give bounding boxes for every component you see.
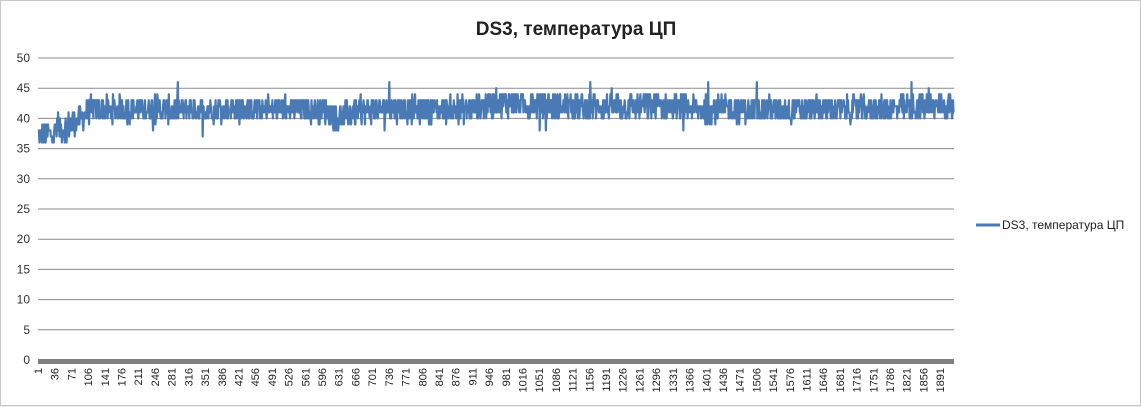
x-tick-label: 1716 (852, 368, 864, 392)
x-tick-label: 1191 (601, 368, 613, 392)
x-tick-label: 351 (200, 368, 212, 386)
x-tick-label: 1611 (802, 368, 814, 392)
x-tick-label: 981 (501, 368, 513, 386)
x-tick-label: 1331 (668, 368, 680, 392)
x-tick-label: 946 (484, 368, 496, 386)
x-tick-label: 36 (50, 368, 62, 380)
x-tick-label: 1681 (835, 368, 847, 392)
x-tick-label: 106 (83, 368, 95, 386)
y-axis-ticks: 0 5 10 15 20 25 30 35 40 45 50 (17, 51, 31, 367)
x-tick-label: 1086 (551, 368, 563, 392)
x-tick-label: 71 (66, 368, 78, 380)
x-tick-label: 1506 (751, 368, 763, 392)
x-tick-label: 841 (434, 368, 446, 386)
y-tick-label: 10 (17, 293, 31, 307)
x-tick-label: 1016 (517, 368, 529, 392)
x-tick-label: 701 (367, 368, 379, 386)
x-tick-label: 1226 (618, 368, 630, 392)
y-tick-label: 40 (17, 111, 31, 125)
x-tick-label: 1051 (534, 368, 546, 392)
y-tick-label: 50 (17, 51, 31, 65)
x-tick-label: 1296 (651, 368, 663, 392)
x-tick-label: 316 (183, 368, 195, 386)
x-tick-label: 876 (451, 368, 463, 386)
x-tick-label: 561 (300, 368, 312, 386)
x-tick-label: 631 (334, 368, 346, 386)
x-tick-label: 211 (133, 368, 145, 386)
x-tick-label: 1401 (701, 368, 713, 392)
x-tick-label: 491 (267, 368, 279, 386)
x-tick-label: 1366 (685, 368, 697, 392)
y-tick-label: 20 (17, 232, 31, 246)
y-tick-label: 15 (17, 262, 31, 276)
y-tick-label: 25 (17, 202, 31, 216)
x-tick-label: 421 (233, 368, 245, 386)
x-tick-label: 806 (417, 368, 429, 386)
x-tick-label: 176 (117, 368, 129, 386)
x-tick-label: 1121 (568, 368, 580, 392)
x-tick-label: 1436 (718, 368, 730, 392)
legend: DS3, температура ЦП (976, 218, 1124, 232)
x-tick-label: 736 (384, 368, 396, 386)
x-tick-label: 526 (284, 368, 296, 386)
x-tick-label: 1261 (634, 368, 646, 392)
x-tick-label: 456 (250, 368, 262, 386)
x-tick-label: 1856 (918, 368, 930, 392)
x-tick-label: 1576 (785, 368, 797, 392)
series-line (37, 81, 955, 144)
y-tick-label: 35 (17, 142, 31, 156)
x-tick-label: 596 (317, 368, 329, 386)
legend-label: DS3, температура ЦП (1002, 218, 1124, 232)
y-tick-label: 5 (23, 323, 30, 337)
x-tick-label: 1751 (868, 368, 880, 392)
x-tick-label: 1821 (902, 368, 914, 392)
x-tick-label: 666 (350, 368, 362, 386)
x-axis-line (38, 359, 954, 364)
x-tick-label: 1471 (735, 368, 747, 392)
x-tick-label: 1786 (885, 368, 897, 392)
x-tick-label: 1156 (584, 368, 596, 392)
x-tick-label: 911 (467, 368, 479, 386)
chart-title: DS3, температура ЦП (476, 19, 677, 40)
x-tick-label: 1541 (768, 368, 780, 392)
x-tick-label: 1646 (818, 368, 830, 392)
x-tick-label: 281 (167, 368, 179, 386)
y-tick-label: 30 (17, 172, 31, 186)
x-tick-label: 771 (401, 368, 413, 386)
x-tick-label: 1 (33, 368, 45, 374)
x-tick-label: 386 (217, 368, 229, 386)
x-tick-label: 246 (150, 368, 162, 386)
x-tick-label: 1891 (935, 368, 947, 392)
x-tick-label: 141 (100, 368, 112, 386)
series-layer (37, 81, 955, 144)
y-tick-label: 0 (23, 353, 30, 367)
x-axis: 1 36 71 106 141 176 211 246 281 316 351 386 421 456 49… (33, 359, 954, 392)
y-tick-label: 45 (17, 81, 31, 95)
